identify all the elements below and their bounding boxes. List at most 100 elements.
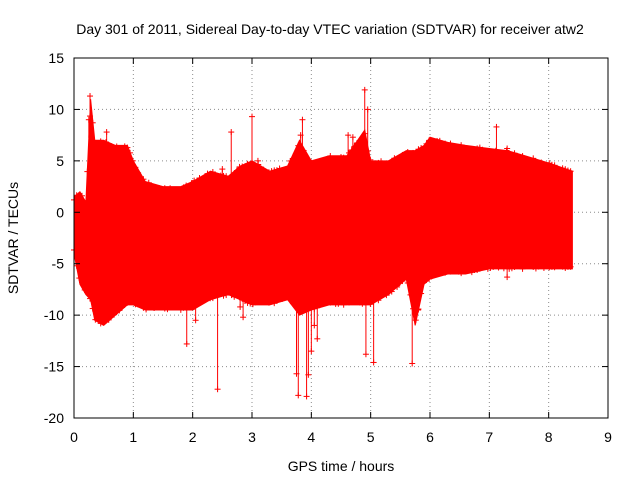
data-point xyxy=(495,264,502,271)
data-point xyxy=(404,148,411,155)
data-point xyxy=(89,119,96,126)
data-point xyxy=(490,148,497,155)
data-point xyxy=(524,261,531,268)
data-point xyxy=(508,152,515,159)
outlier-point xyxy=(404,276,411,283)
outlier-point xyxy=(345,132,352,139)
data-point xyxy=(295,304,302,311)
data-point xyxy=(407,153,414,160)
data-point xyxy=(364,147,371,154)
data-point xyxy=(519,265,526,272)
x-axis-label: GPS time / hours xyxy=(288,458,395,474)
data-point xyxy=(423,140,430,147)
data-point xyxy=(185,184,192,191)
data-point xyxy=(140,176,147,183)
x-tick-label: 5 xyxy=(367,429,375,445)
data-point xyxy=(303,153,310,160)
data-point xyxy=(209,168,216,175)
outlier-point xyxy=(254,157,261,164)
data-point xyxy=(241,165,248,172)
data-point xyxy=(124,299,131,306)
data-point xyxy=(567,168,574,175)
data-point xyxy=(554,262,561,269)
data-point xyxy=(164,188,171,195)
data-point xyxy=(164,306,171,313)
chart-title: Day 301 of 2011, Sidereal Day-to-day VTE… xyxy=(76,21,584,37)
data-point xyxy=(354,296,361,303)
data-point xyxy=(516,260,523,267)
data-point xyxy=(327,153,334,160)
outlier-point xyxy=(361,86,368,93)
x-tick-label: 0 xyxy=(70,429,78,445)
data-point xyxy=(447,140,454,147)
data-point xyxy=(343,298,350,305)
x-tick-label: 2 xyxy=(189,429,197,445)
data-point xyxy=(444,267,451,274)
outlier-point xyxy=(362,351,369,358)
data-point xyxy=(418,290,425,297)
data-point xyxy=(426,137,433,144)
data-point xyxy=(340,154,347,161)
data-point xyxy=(76,275,83,282)
data-point xyxy=(81,286,88,293)
data-point xyxy=(92,141,99,148)
data-point xyxy=(370,160,377,167)
data-point xyxy=(415,146,422,153)
data-point xyxy=(506,265,513,272)
data-point xyxy=(559,263,566,270)
x-tick-label: 4 xyxy=(307,429,315,445)
data-point xyxy=(247,300,254,307)
x-tick-label: 3 xyxy=(248,429,256,445)
outlier-point xyxy=(85,116,92,123)
data-point xyxy=(223,173,230,180)
data-point xyxy=(159,304,166,311)
data-point xyxy=(439,143,446,150)
outlier-point xyxy=(493,123,500,130)
data-point xyxy=(167,185,174,192)
data-point xyxy=(468,145,475,152)
data-point xyxy=(244,299,251,306)
x-tick-label: 7 xyxy=(485,429,493,445)
data-point xyxy=(399,278,406,285)
y-tick-label: 15 xyxy=(48,50,64,66)
x-tick-label: 9 xyxy=(604,429,612,445)
data-point xyxy=(482,262,489,269)
data-point xyxy=(564,167,571,174)
data-point xyxy=(375,297,382,304)
data-point xyxy=(196,296,203,303)
axis-ticks: 0 1 2 3 4 5 6 7 8 9 -20 -15 -10 -5 0 5 10 15 xyxy=(44,50,612,445)
data-point xyxy=(260,166,267,173)
data-point xyxy=(428,271,435,278)
x-tick-label: 6 xyxy=(426,429,434,445)
data-point xyxy=(412,152,419,159)
data-point xyxy=(530,155,537,162)
data-point xyxy=(79,279,86,286)
data-point xyxy=(487,264,494,271)
data-point xyxy=(87,295,94,302)
data-point xyxy=(129,157,136,164)
data-point xyxy=(100,316,107,323)
outlier-point xyxy=(303,393,310,400)
data-point xyxy=(268,295,275,302)
data-point xyxy=(327,299,334,306)
data-point xyxy=(97,138,104,145)
data-point xyxy=(84,288,91,295)
data-point xyxy=(151,304,158,311)
outlier-point xyxy=(308,348,315,355)
data-point xyxy=(265,299,272,306)
data-point xyxy=(348,146,355,153)
data-point xyxy=(543,163,550,170)
series-envelope xyxy=(73,99,573,327)
data-point xyxy=(135,169,142,176)
data-point xyxy=(418,144,425,151)
data-point xyxy=(370,298,377,305)
outlier-point xyxy=(349,134,356,141)
data-point xyxy=(97,320,104,327)
data-point xyxy=(450,145,457,152)
data-point xyxy=(105,316,112,323)
data-point xyxy=(567,263,574,270)
data-point xyxy=(490,263,497,270)
data-point xyxy=(556,260,563,267)
data-point xyxy=(220,292,227,299)
data-point xyxy=(362,130,369,137)
